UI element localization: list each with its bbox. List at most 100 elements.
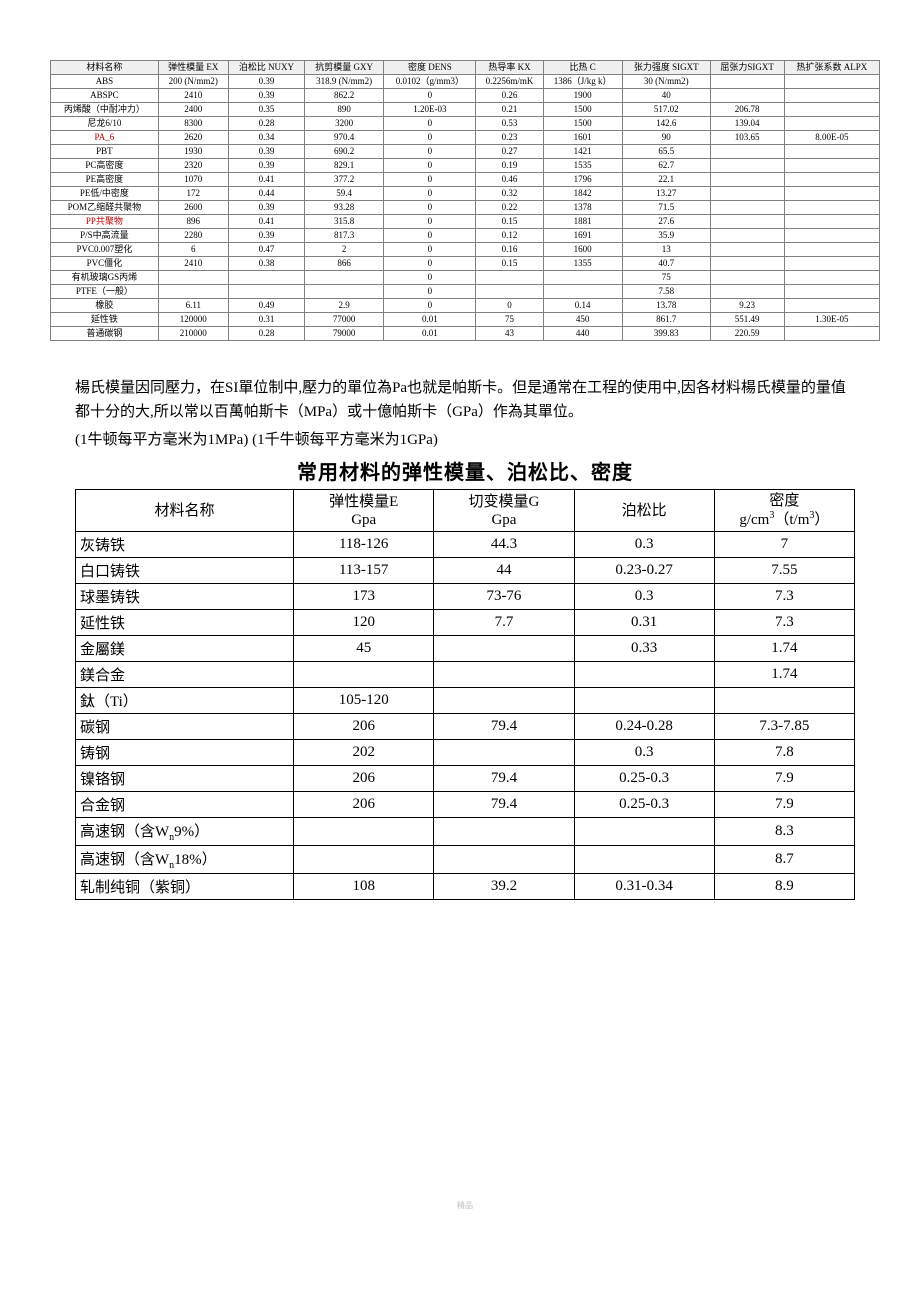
table-cell: 0.12 [476, 229, 543, 243]
table-row: PA_626200.34970.400.23160190103.658.00E-… [51, 131, 880, 145]
table-cell: 0.25-0.3 [574, 792, 714, 818]
table-cell: PBT [51, 145, 159, 159]
table-cell: 1421 [543, 145, 622, 159]
table-cell: 206 [294, 766, 434, 792]
table-cell [710, 159, 784, 173]
table-cell [784, 187, 879, 201]
table-cell: 65.5 [622, 145, 710, 159]
table-cell: 7.7 [434, 610, 574, 636]
table-cell: 970.4 [305, 131, 384, 145]
table-row: PE低/中密度1720.4459.400.32184213.27 [51, 187, 880, 201]
table-cell [434, 740, 574, 766]
table2-header: 泊松比 [574, 490, 714, 532]
table-cell: ABSPC [51, 89, 159, 103]
table-cell: 103.65 [710, 131, 784, 145]
table-cell: 高速钢（含Wn18%） [76, 846, 294, 874]
table-cell: 93.28 [305, 201, 384, 215]
table-row: 有机玻璃GS丙烯075 [51, 271, 880, 285]
table-row: 轧制纯铜（紫铜）10839.20.31-0.348.9 [76, 874, 855, 900]
table-cell: 延性铁 [76, 610, 294, 636]
table-cell: 灰铸铁 [76, 532, 294, 558]
table-cell: 108 [294, 874, 434, 900]
table-row: PE高密度10700.41377.200.46179622.1 [51, 173, 880, 187]
table-cell: 0 [384, 243, 476, 257]
table-cell: 0.39 [228, 159, 304, 173]
table-cell: 2280 [158, 229, 228, 243]
table-cell: 合金钢 [76, 792, 294, 818]
table-cell [784, 117, 879, 131]
table-cell: 镍铬钢 [76, 766, 294, 792]
table-cell: 1.74 [714, 636, 854, 662]
table-cell: 0 [384, 145, 476, 159]
table1-header: 抗剪模量 GXY [305, 61, 384, 75]
explanation-paragraph-2: (1牛顿每平方毫米为1MPa) (1千牛顿每平方毫米为1GPa) [75, 428, 855, 452]
table-row: ABSPC24100.39862.200.26190040 [51, 89, 880, 103]
table-cell [784, 145, 879, 159]
table-cell: 6.11 [158, 299, 228, 313]
table-cell: 2400 [158, 103, 228, 117]
table-cell: 1500 [543, 117, 622, 131]
table-cell: 0.0102（g/mm3） [384, 75, 476, 89]
table-cell: 1691 [543, 229, 622, 243]
explanation-paragraph-1: 楊氏模量因同壓力，在SI單位制中,壓力的單位為Pa也就是帕斯卡。但是通常在工程的… [75, 376, 855, 424]
table-cell: 2600 [158, 201, 228, 215]
table-cell: 220.59 [710, 327, 784, 341]
table-cell: 35.9 [622, 229, 710, 243]
table-cell: 2320 [158, 159, 228, 173]
table-cell: 0.41 [228, 215, 304, 229]
table-cell: 0.35 [228, 103, 304, 117]
table-cell: 0.33 [574, 636, 714, 662]
table-cell: 1386（J/kg k） [543, 75, 622, 89]
table-cell: 7.55 [714, 558, 854, 584]
table-cell: 200 (N/mm2) [158, 75, 228, 89]
table-cell: 829.1 [305, 159, 384, 173]
table-cell: 7.58 [622, 285, 710, 299]
table-cell [228, 271, 304, 285]
table1-header: 密度 DENS [384, 61, 476, 75]
table-cell [784, 201, 879, 215]
table-cell: 120 [294, 610, 434, 636]
table-cell: 13 [622, 243, 710, 257]
table-cell: 79.4 [434, 714, 574, 740]
table-cell: 45 [294, 636, 434, 662]
table-cell: 142.6 [622, 117, 710, 131]
table-cell: 551.49 [710, 313, 784, 327]
table-cell [710, 187, 784, 201]
table-cell: 0 [384, 299, 476, 313]
table-cell: 0.28 [228, 117, 304, 131]
table-cell: 1.30E-05 [784, 313, 879, 327]
table-cell: 0.34 [228, 131, 304, 145]
table-cell: 517.02 [622, 103, 710, 117]
table2-header: 切变模量GGpa [434, 490, 574, 532]
table-cell [784, 243, 879, 257]
table-cell: 450 [543, 313, 622, 327]
table-cell [710, 145, 784, 159]
table-cell [710, 75, 784, 89]
table-row: 橡胶6.110.492.9000.1413.789.23 [51, 299, 880, 313]
table-cell: 0.15 [476, 215, 543, 229]
table-cell: P/S中高流量 [51, 229, 159, 243]
table-cell [784, 299, 879, 313]
table-cell: 0.47 [228, 243, 304, 257]
table-cell [434, 818, 574, 846]
table-cell: 0.39 [228, 145, 304, 159]
table-cell: 315.8 [305, 215, 384, 229]
table-cell: ABS [51, 75, 159, 89]
table-row: 鈦（Ti）105-120 [76, 688, 855, 714]
table-row: PVC0.007塑化60.47200.16160013 [51, 243, 880, 257]
table-row: 普通碳钢2100000.28790000.0143440399.83220.59 [51, 327, 880, 341]
table-cell: 1842 [543, 187, 622, 201]
table-cell: 8300 [158, 117, 228, 131]
table-cell: 399.83 [622, 327, 710, 341]
table-cell [543, 271, 622, 285]
table-cell [784, 215, 879, 229]
table2-header: 密度g/cm3（t/m3） [714, 490, 854, 532]
table-cell: 3200 [305, 117, 384, 131]
table-cell: 0.27 [476, 145, 543, 159]
table-cell: 8.7 [714, 846, 854, 874]
table-row: 高速钢（含Wn9%）8.3 [76, 818, 855, 846]
table-cell [543, 285, 622, 299]
table-cell: 尼龙6/10 [51, 117, 159, 131]
table-cell: 0.22 [476, 201, 543, 215]
table2-header: 弹性模量EGpa [294, 490, 434, 532]
